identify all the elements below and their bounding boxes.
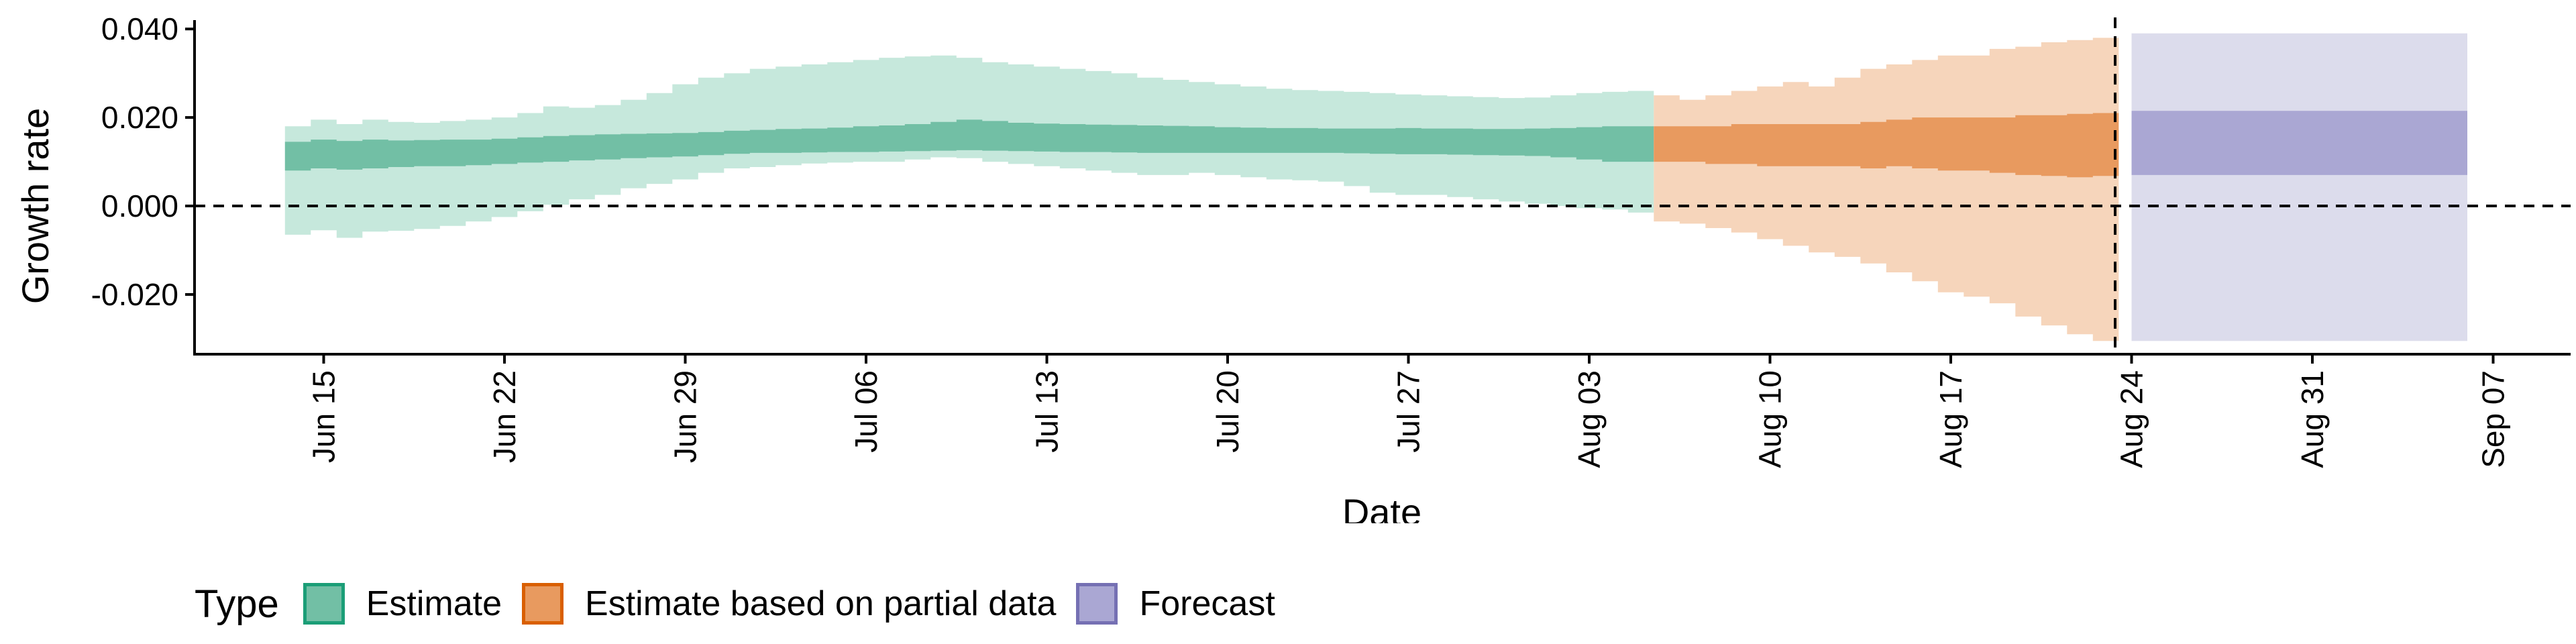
x-tick-label: Jul 13 xyxy=(1030,370,1065,453)
band-50-forecast xyxy=(2131,111,2467,175)
y-axis-title: Growth rate xyxy=(14,108,56,305)
x-tick-label: Aug 31 xyxy=(2295,370,2330,468)
growth-rate-chart: 0.040 0.020 0.000 -0.020 Jun 15 Jun 22 Jun 29 J… xyxy=(14,11,2571,523)
legend-label-forecast: Forecast xyxy=(1139,584,1275,623)
x-axis-title: Date xyxy=(1342,491,1421,523)
legend-title: Type xyxy=(195,582,279,626)
x-tick-label: Aug 03 xyxy=(1572,370,1607,468)
axes: 0.040 0.020 0.000 -0.020 Jun 15 Jun 22 Jun 29 J… xyxy=(91,11,2571,468)
y-tick-label: 0.000 xyxy=(101,189,178,223)
legend: Type Estimate Estimate based on partial … xyxy=(195,576,1295,632)
band-90-forecast xyxy=(2131,33,2467,341)
legend-label-partial: Estimate based on partial data xyxy=(585,584,1057,623)
y-tick-label: 0.040 xyxy=(101,11,178,46)
reference-lines xyxy=(195,17,2571,354)
x-tick-label: Jun 29 xyxy=(668,370,703,463)
x-tick-label: Aug 17 xyxy=(1933,370,1968,468)
x-tick-label: Jul 20 xyxy=(1210,370,1245,453)
band-50-estimate-based-on-partial-data xyxy=(1654,113,2119,178)
legend-key-forecast xyxy=(1076,583,1118,625)
x-tick-label: Aug 24 xyxy=(2114,370,2149,468)
x-tick-label: Aug 10 xyxy=(1753,370,1788,468)
legend-key-partial xyxy=(522,583,564,625)
y-tick-label: -0.020 xyxy=(91,277,178,312)
band-50-estimate xyxy=(284,119,1654,171)
y-tick-label: 0.020 xyxy=(101,100,178,135)
legend-key-estimate xyxy=(303,583,345,625)
plot-area xyxy=(284,33,2467,341)
legend-label-estimate: Estimate xyxy=(366,584,502,623)
series-forecast xyxy=(2131,33,2467,341)
legend-item-partial: Estimate based on partial data xyxy=(522,583,1056,625)
x-tick-label: Sep 07 xyxy=(2476,370,2511,468)
series-estimate-based-on-partial-data xyxy=(1654,38,2119,341)
x-tick-label: Jun 22 xyxy=(487,370,522,463)
band-90-estimate-based-on-partial-data xyxy=(1654,38,2119,341)
legend-item-forecast: Forecast xyxy=(1076,583,1275,625)
series-estimate xyxy=(284,55,1654,238)
legend-item-estimate: Estimate xyxy=(303,583,502,625)
x-tick-label: Jun 15 xyxy=(307,370,341,463)
x-tick-label: Jul 27 xyxy=(1391,370,1426,453)
x-tick-label: Jul 06 xyxy=(849,370,883,453)
